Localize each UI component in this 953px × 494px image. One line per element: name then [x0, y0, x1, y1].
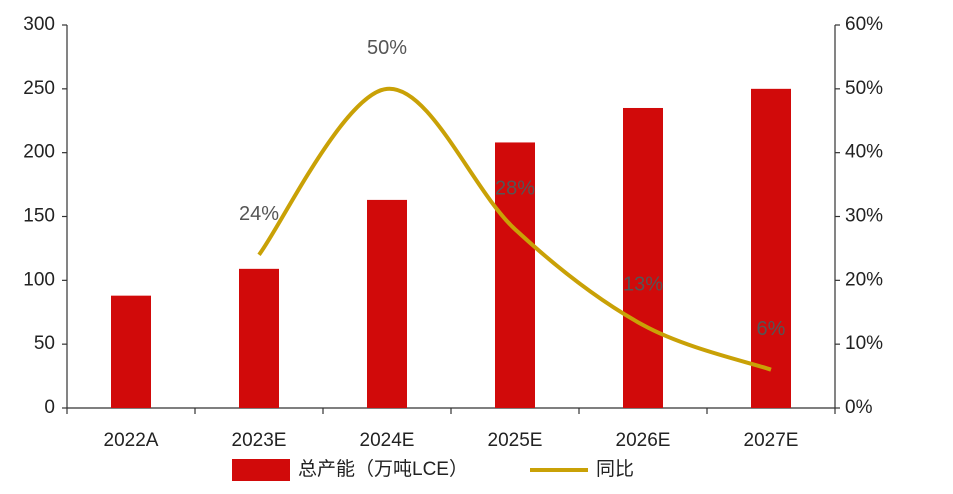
x-tick-label: 2027E: [744, 430, 799, 451]
x-tick-label: 2023E: [232, 430, 287, 451]
x-tick-label: 2022A: [104, 430, 159, 451]
y-tick-label: 300: [23, 14, 55, 35]
data-label: 13%: [623, 273, 663, 295]
bar: [495, 142, 535, 408]
data-label: 50%: [367, 37, 407, 59]
y-tick-label: 100: [23, 269, 55, 290]
y2-tick-label: 0%: [845, 397, 873, 418]
y2-tick-label: 30%: [845, 206, 883, 227]
y-tick-label: 200: [23, 142, 55, 163]
y2-tick-label: 40%: [845, 142, 883, 163]
x-tick-label: 2025E: [488, 430, 543, 451]
data-label: 28%: [495, 178, 535, 200]
legend-label: 总产能（万吨LCE）: [298, 458, 468, 480]
bar: [367, 199, 407, 408]
line: [257, 86, 772, 372]
x-tick-label: 2024E: [360, 430, 415, 451]
y2-tick-label: 60%: [845, 14, 883, 35]
legend-label: 同比: [596, 458, 634, 480]
legend-swatch: [232, 459, 290, 481]
y2-tick-label: 50%: [845, 78, 883, 99]
bar: [239, 268, 279, 408]
y-tick-label: 250: [23, 78, 55, 99]
y2-tick-label: 10%: [845, 333, 883, 354]
bar: [751, 88, 791, 408]
data-label: 24%: [239, 203, 279, 225]
y-tick-label: 0: [44, 397, 55, 418]
y-tick-label: 50: [34, 333, 55, 354]
x-tick-label: 2026E: [616, 430, 671, 451]
bar: [623, 107, 663, 408]
data-label: 6%: [757, 318, 786, 340]
y2-tick-label: 20%: [845, 269, 883, 290]
y-tick-label: 150: [23, 206, 55, 227]
bar: [111, 295, 151, 408]
